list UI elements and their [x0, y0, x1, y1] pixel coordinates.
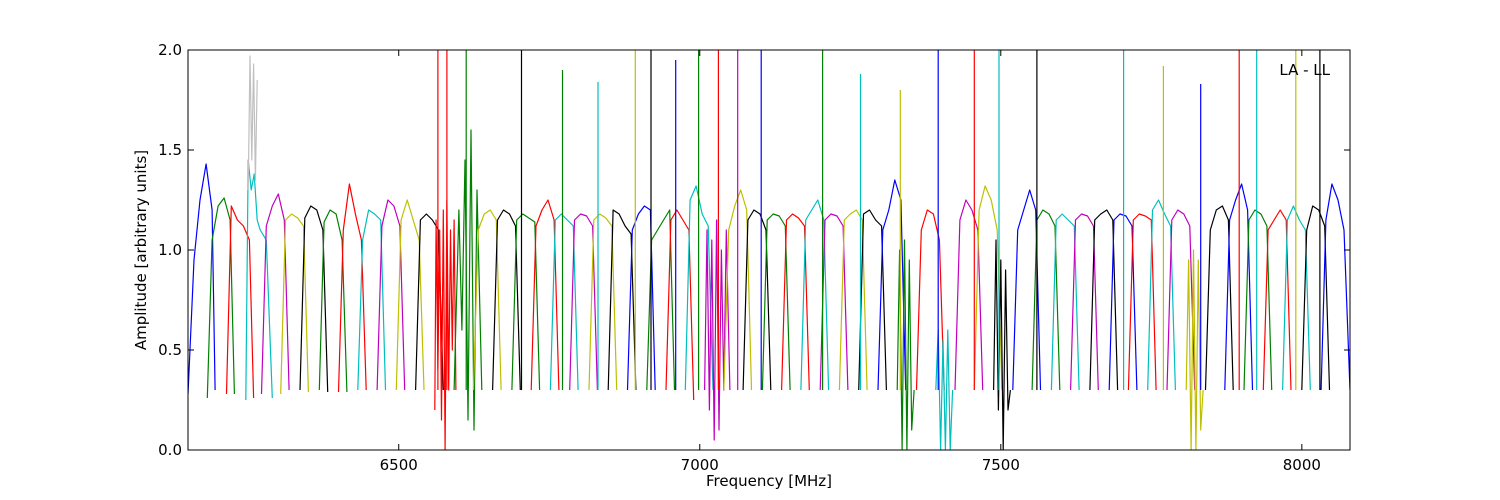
- series-line-53: [1185, 249, 1204, 450]
- series-line-22: [588, 213, 618, 391]
- series-line-2: [225, 205, 255, 399]
- y-tick-label-2: 1.0: [158, 241, 182, 259]
- series-line-30: [742, 209, 772, 391]
- series-line-43: [993, 239, 1011, 450]
- x-tick-label-2: 7500: [982, 456, 1020, 474]
- series-line-15: [453, 129, 483, 431]
- y-tick-label-4: 2.0: [158, 41, 182, 59]
- series-line-4: [247, 55, 258, 191]
- x-tick-label-1: 7000: [681, 456, 719, 474]
- series-line-52: [1166, 209, 1196, 391]
- series-line-28: [704, 219, 731, 441]
- y-axis: 0.0 0.5 1.0 1.5 2.0: [158, 41, 1350, 459]
- series-line-12: [395, 199, 425, 391]
- series-line-9: [337, 183, 367, 393]
- series-line-39: [915, 209, 945, 391]
- series-line-26: [665, 209, 695, 401]
- x-tick-label-0: 6500: [380, 456, 418, 474]
- y-tick-label-0: 0.0: [158, 441, 182, 459]
- y-tick-label-3: 1.5: [158, 141, 182, 159]
- y-axis-title: Amplitude [arbitrary units]: [132, 150, 150, 350]
- series-line-8: [318, 209, 348, 393]
- series-line-60: [1320, 183, 1350, 391]
- panel-annotation: LA - LL: [1279, 61, 1330, 79]
- series-line-1: [206, 197, 235, 399]
- series-line-3: [245, 159, 273, 401]
- series-layer: [188, 50, 1350, 450]
- y-tick-label-1: 0.5: [158, 341, 182, 359]
- x-axis-title: Frequency [MHz]: [706, 472, 832, 490]
- series-line-41: [954, 199, 984, 391]
- series-line-37: [877, 179, 907, 391]
- x-tick-label-3: 8000: [1283, 456, 1321, 474]
- series-line-50: [1127, 213, 1157, 391]
- series-line-42: [973, 185, 1003, 391]
- x-axis: 6500 7000 7500 8000: [380, 50, 1321, 474]
